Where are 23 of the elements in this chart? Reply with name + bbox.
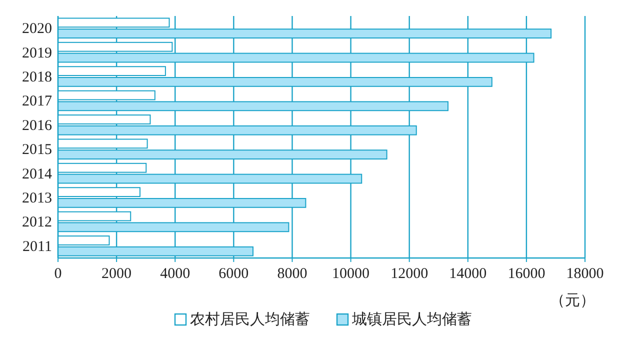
y-tick-label: 2012 — [22, 214, 52, 231]
x-tick-label: 2000 — [102, 266, 132, 282]
x-tick-label: 16000 — [508, 266, 546, 282]
x-tick-label: 12000 — [390, 266, 428, 282]
y-tick-label: 2018 — [22, 70, 52, 86]
y-tick-label: 2014 — [22, 166, 52, 182]
x-tick-label: 8000 — [277, 266, 308, 282]
x-tick-label: 0 — [54, 266, 62, 282]
y-tick-label: 2011 — [22, 238, 52, 255]
y-tick-label: 2017 — [22, 94, 52, 110]
y-tick-label: 2015 — [22, 142, 52, 158]
x-tick-label: 4000 — [160, 266, 190, 282]
y-tick-label: 2016 — [22, 118, 52, 134]
x-tick-label: 6000 — [218, 266, 249, 282]
x-tick-label: 18000 — [566, 266, 604, 282]
y-tick-label: 2013 — [22, 190, 52, 206]
y-tick-label: 2020 — [22, 21, 52, 38]
y-tick-label: 2019 — [22, 45, 52, 62]
x-axis-title: （元） — [550, 293, 595, 309]
x-tick-label: 14000 — [449, 266, 487, 282]
legend-label: 农村居民人均储蓄 — [190, 310, 310, 328]
legend-label: 城镇居民人均储蓄 — [351, 310, 472, 328]
x-tick-label: 10000 — [332, 266, 370, 282]
